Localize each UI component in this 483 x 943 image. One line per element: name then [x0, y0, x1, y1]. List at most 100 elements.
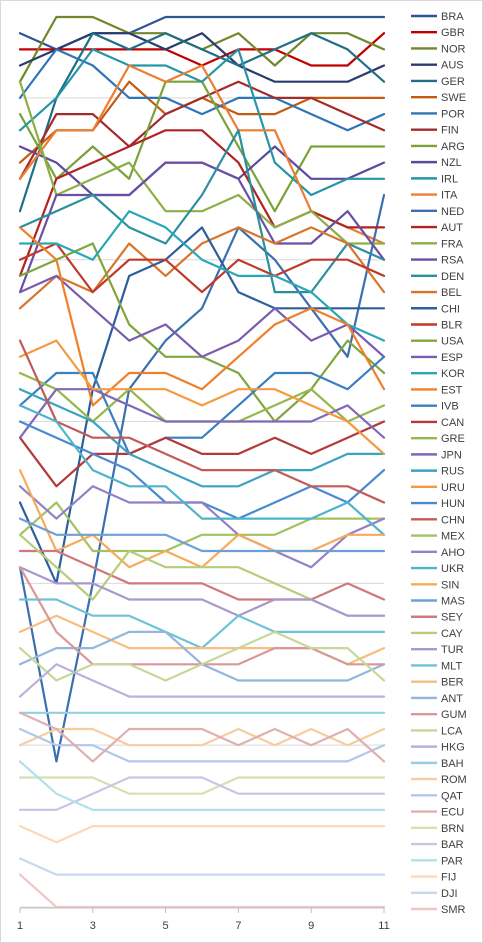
- legend-label-hkg: HKG: [441, 742, 465, 754]
- series-line-ger: [18, 32, 386, 213]
- legend-label-sey: SEY: [441, 612, 464, 624]
- series-line-aho: [18, 485, 386, 569]
- legend-label-fij: FIJ: [441, 872, 456, 884]
- legend-label-jpn: JPN: [441, 449, 462, 461]
- legend-label-rsa: RSA: [441, 255, 464, 267]
- legend-label-qat: QAT: [441, 790, 463, 802]
- series-line-dji: [18, 857, 386, 876]
- series-line-irl: [18, 48, 386, 197]
- series-line-can: [18, 420, 386, 488]
- series-line-fra: [18, 80, 386, 245]
- legend-label-ukr: UKR: [441, 563, 464, 575]
- legend-label-swe: SWE: [441, 92, 466, 104]
- legend-label-gum: GUM: [441, 709, 467, 721]
- legend-label-tur: TUR: [441, 644, 464, 656]
- series-line-bar: [18, 776, 386, 812]
- legend-label-dji: DJI: [441, 888, 458, 900]
- series-line-gum: [18, 566, 386, 666]
- legend-label-mex: MEX: [441, 531, 466, 543]
- legend-label-rus: RUS: [441, 466, 464, 478]
- legend-label-lca: LCA: [441, 725, 463, 737]
- legend-label-cay: CAY: [441, 628, 463, 640]
- series-line-sey: [18, 549, 386, 601]
- series-line-rus: [18, 388, 386, 488]
- series-line-aus: [18, 32, 386, 83]
- legend-label-irl: IRL: [441, 173, 458, 185]
- legend-label-aus: AUS: [441, 60, 464, 72]
- legend-label-bel: BEL: [441, 287, 462, 299]
- series-line-fin: [18, 80, 386, 180]
- series-line-uru: [18, 339, 386, 455]
- legend-label-mas: MAS: [441, 596, 465, 608]
- legend-label-aut: AUT: [441, 222, 463, 234]
- series-line-rom: [18, 727, 386, 747]
- series-line-lca: [18, 630, 386, 682]
- legend-label-est: EST: [441, 384, 463, 396]
- series-lines: [18, 15, 386, 909]
- series-line-esp: [18, 274, 386, 358]
- legend-label-brn: BRN: [441, 823, 464, 835]
- series-line-kor: [18, 210, 386, 342]
- legend-label-gbr: GBR: [441, 27, 465, 39]
- series-line-est: [18, 226, 386, 407]
- legend-label-chi: CHI: [441, 303, 460, 315]
- legend-label-por: POR: [441, 108, 465, 120]
- legend-label-mlt: MLT: [441, 660, 462, 672]
- legend-label-ber: BER: [441, 677, 464, 689]
- legend-label-ivb: IVB: [441, 401, 459, 413]
- series-line-smr: [18, 873, 386, 909]
- legend-label-kor: KOR: [441, 368, 465, 380]
- x-tick-label: 11: [378, 920, 389, 932]
- legend-label-ned: NED: [441, 206, 464, 218]
- legend-label-ecu: ECU: [441, 807, 464, 819]
- series-line-bel: [18, 226, 386, 310]
- series-line-aut: [18, 129, 386, 277]
- legend-label-gre: GRE: [441, 433, 465, 445]
- x-axis: 1 3 5 7 9 11: [17, 907, 390, 932]
- legend-label-sin: SIN: [441, 579, 459, 591]
- legend: BRA GBR NOR AUS GER SWE POR FIN ARG NZL IRL ITA NED A…: [411, 11, 467, 916]
- legend-label-den: DEN: [441, 271, 464, 283]
- legend-label-chn: CHN: [441, 514, 465, 526]
- legend-label-bra: BRA: [441, 11, 464, 23]
- series-line-fij: [18, 824, 386, 844]
- legend-label-nzl: NZL: [441, 157, 462, 169]
- series-line-qat: [18, 727, 386, 763]
- series-line-tur: [18, 566, 386, 617]
- legend-label-uru: URU: [441, 482, 465, 494]
- series-line-hkg: [18, 663, 386, 698]
- legend-label-nor: NOR: [441, 43, 466, 55]
- series-line-par: [18, 760, 386, 812]
- legend-label-hun: HUN: [441, 498, 465, 510]
- x-tick-label: 5: [163, 920, 169, 932]
- legend-label-rom: ROM: [441, 774, 467, 786]
- x-tick-label: 9: [308, 920, 314, 932]
- legend-label-par: PAR: [441, 855, 463, 867]
- legend-label-blr: BLR: [441, 319, 462, 331]
- legend-label-esp: ESP: [441, 352, 463, 364]
- series-line-ukr: [18, 404, 386, 536]
- series-line-arg: [18, 80, 386, 213]
- series-line-ned: [18, 193, 386, 763]
- series-line-cay: [18, 533, 386, 617]
- series-line-chn: [18, 339, 386, 504]
- series-line-jpn: [18, 388, 386, 439]
- x-tick-label: 7: [235, 920, 241, 932]
- legend-label-fra: FRA: [441, 238, 464, 250]
- series-line-ecu: [18, 711, 386, 763]
- x-tick-label: 1: [17, 920, 23, 932]
- legend-label-arg: ARG: [441, 141, 465, 153]
- legend-label-bar: BAR: [441, 839, 464, 851]
- series-line-por: [18, 48, 386, 132]
- series-line-mas: [18, 517, 386, 553]
- series-line-ita: [18, 64, 386, 245]
- legend-label-smr: SMR: [441, 904, 466, 916]
- series-line-blr: [18, 242, 386, 294]
- legend-label-usa: USA: [441, 336, 464, 348]
- legend-label-bah: BAH: [441, 758, 464, 770]
- legend-label-can: CAN: [441, 417, 464, 429]
- legend-label-ger: GER: [441, 76, 465, 88]
- legend-label-ita: ITA: [441, 190, 458, 202]
